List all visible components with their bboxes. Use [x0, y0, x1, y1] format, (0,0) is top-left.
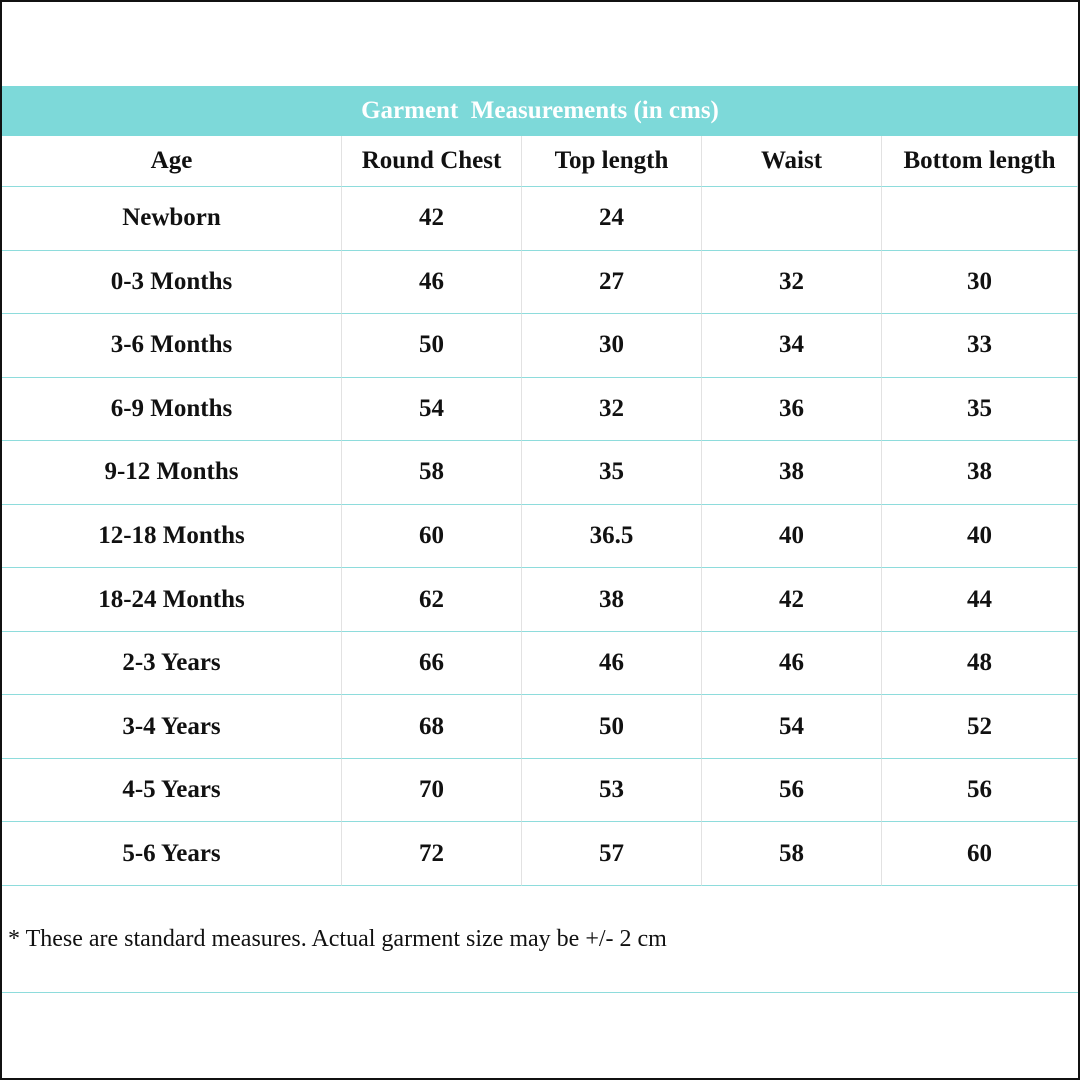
table-cell: 66: [342, 631, 522, 696]
table-cell: 40: [882, 504, 1078, 569]
table-cell: 40: [702, 504, 882, 569]
row-label: 4-5 Years: [2, 758, 342, 823]
table-cell: 44: [882, 568, 1078, 632]
table-cell: 50: [522, 695, 702, 759]
table-cell: 56: [882, 758, 1078, 823]
row-label: 12-18 Months: [2, 504, 342, 569]
footnote: * These are standard measures. Actual ga…: [2, 886, 1078, 993]
table-cell: 38: [522, 568, 702, 632]
table-cell: 46: [702, 631, 882, 696]
table-cell: 48: [882, 631, 1078, 696]
table-cell: 46: [522, 631, 702, 696]
table-cell: 36: [702, 377, 882, 442]
header-cell: Bottom length: [882, 136, 1078, 187]
table-cell: 46: [342, 250, 522, 315]
table-cell: 36.5: [522, 504, 702, 569]
table-cell: [702, 187, 882, 251]
header-cell: Top length: [522, 136, 702, 187]
table-cell: 53: [522, 758, 702, 823]
table-cell: 70: [342, 758, 522, 823]
header-cell: Round Chest: [342, 136, 522, 187]
table-cell: 57: [522, 822, 702, 886]
table-cell: 56: [702, 758, 882, 823]
row-label: 9-12 Months: [2, 441, 342, 505]
table-cell: 33: [882, 314, 1078, 378]
table-cell: 35: [882, 377, 1078, 442]
row-label: 3-4 Years: [2, 695, 342, 759]
table-cell: 38: [882, 441, 1078, 505]
table-cell: 30: [522, 314, 702, 378]
table-cell: 32: [702, 250, 882, 315]
table-cell: 34: [702, 314, 882, 378]
table-cell: 62: [342, 568, 522, 632]
row-label: 6-9 Months: [2, 377, 342, 442]
table-cell: 42: [342, 187, 522, 251]
row-label: 0-3 Months: [2, 250, 342, 315]
table-title: Garment Measurements (in cms): [2, 86, 1078, 136]
header-cell: Age: [2, 136, 342, 187]
row-label: 2-3 Years: [2, 631, 342, 696]
table-cell: 68: [342, 695, 522, 759]
table-cell: 42: [702, 568, 882, 632]
table-cell: 35: [522, 441, 702, 505]
table-cell: 24: [522, 187, 702, 251]
header-cell: Waist: [702, 136, 882, 187]
table-cell: 32: [522, 377, 702, 442]
table-cell: 50: [342, 314, 522, 378]
row-label: 18-24 Months: [2, 568, 342, 632]
row-label: 3-6 Months: [2, 314, 342, 378]
table-cell: 58: [702, 822, 882, 886]
table-cell: 30: [882, 250, 1078, 315]
table-cell: 52: [882, 695, 1078, 759]
table-cell: 38: [702, 441, 882, 505]
table-cell: 27: [522, 250, 702, 315]
table-cell: 54: [342, 377, 522, 442]
table-cell: 60: [882, 822, 1078, 886]
table-cell: 60: [342, 504, 522, 569]
table-cell: [882, 187, 1078, 251]
row-label: 5-6 Years: [2, 822, 342, 886]
row-label: Newborn: [2, 187, 342, 251]
table-cell: 58: [342, 441, 522, 505]
table-cell: 54: [702, 695, 882, 759]
table-cell: 72: [342, 822, 522, 886]
